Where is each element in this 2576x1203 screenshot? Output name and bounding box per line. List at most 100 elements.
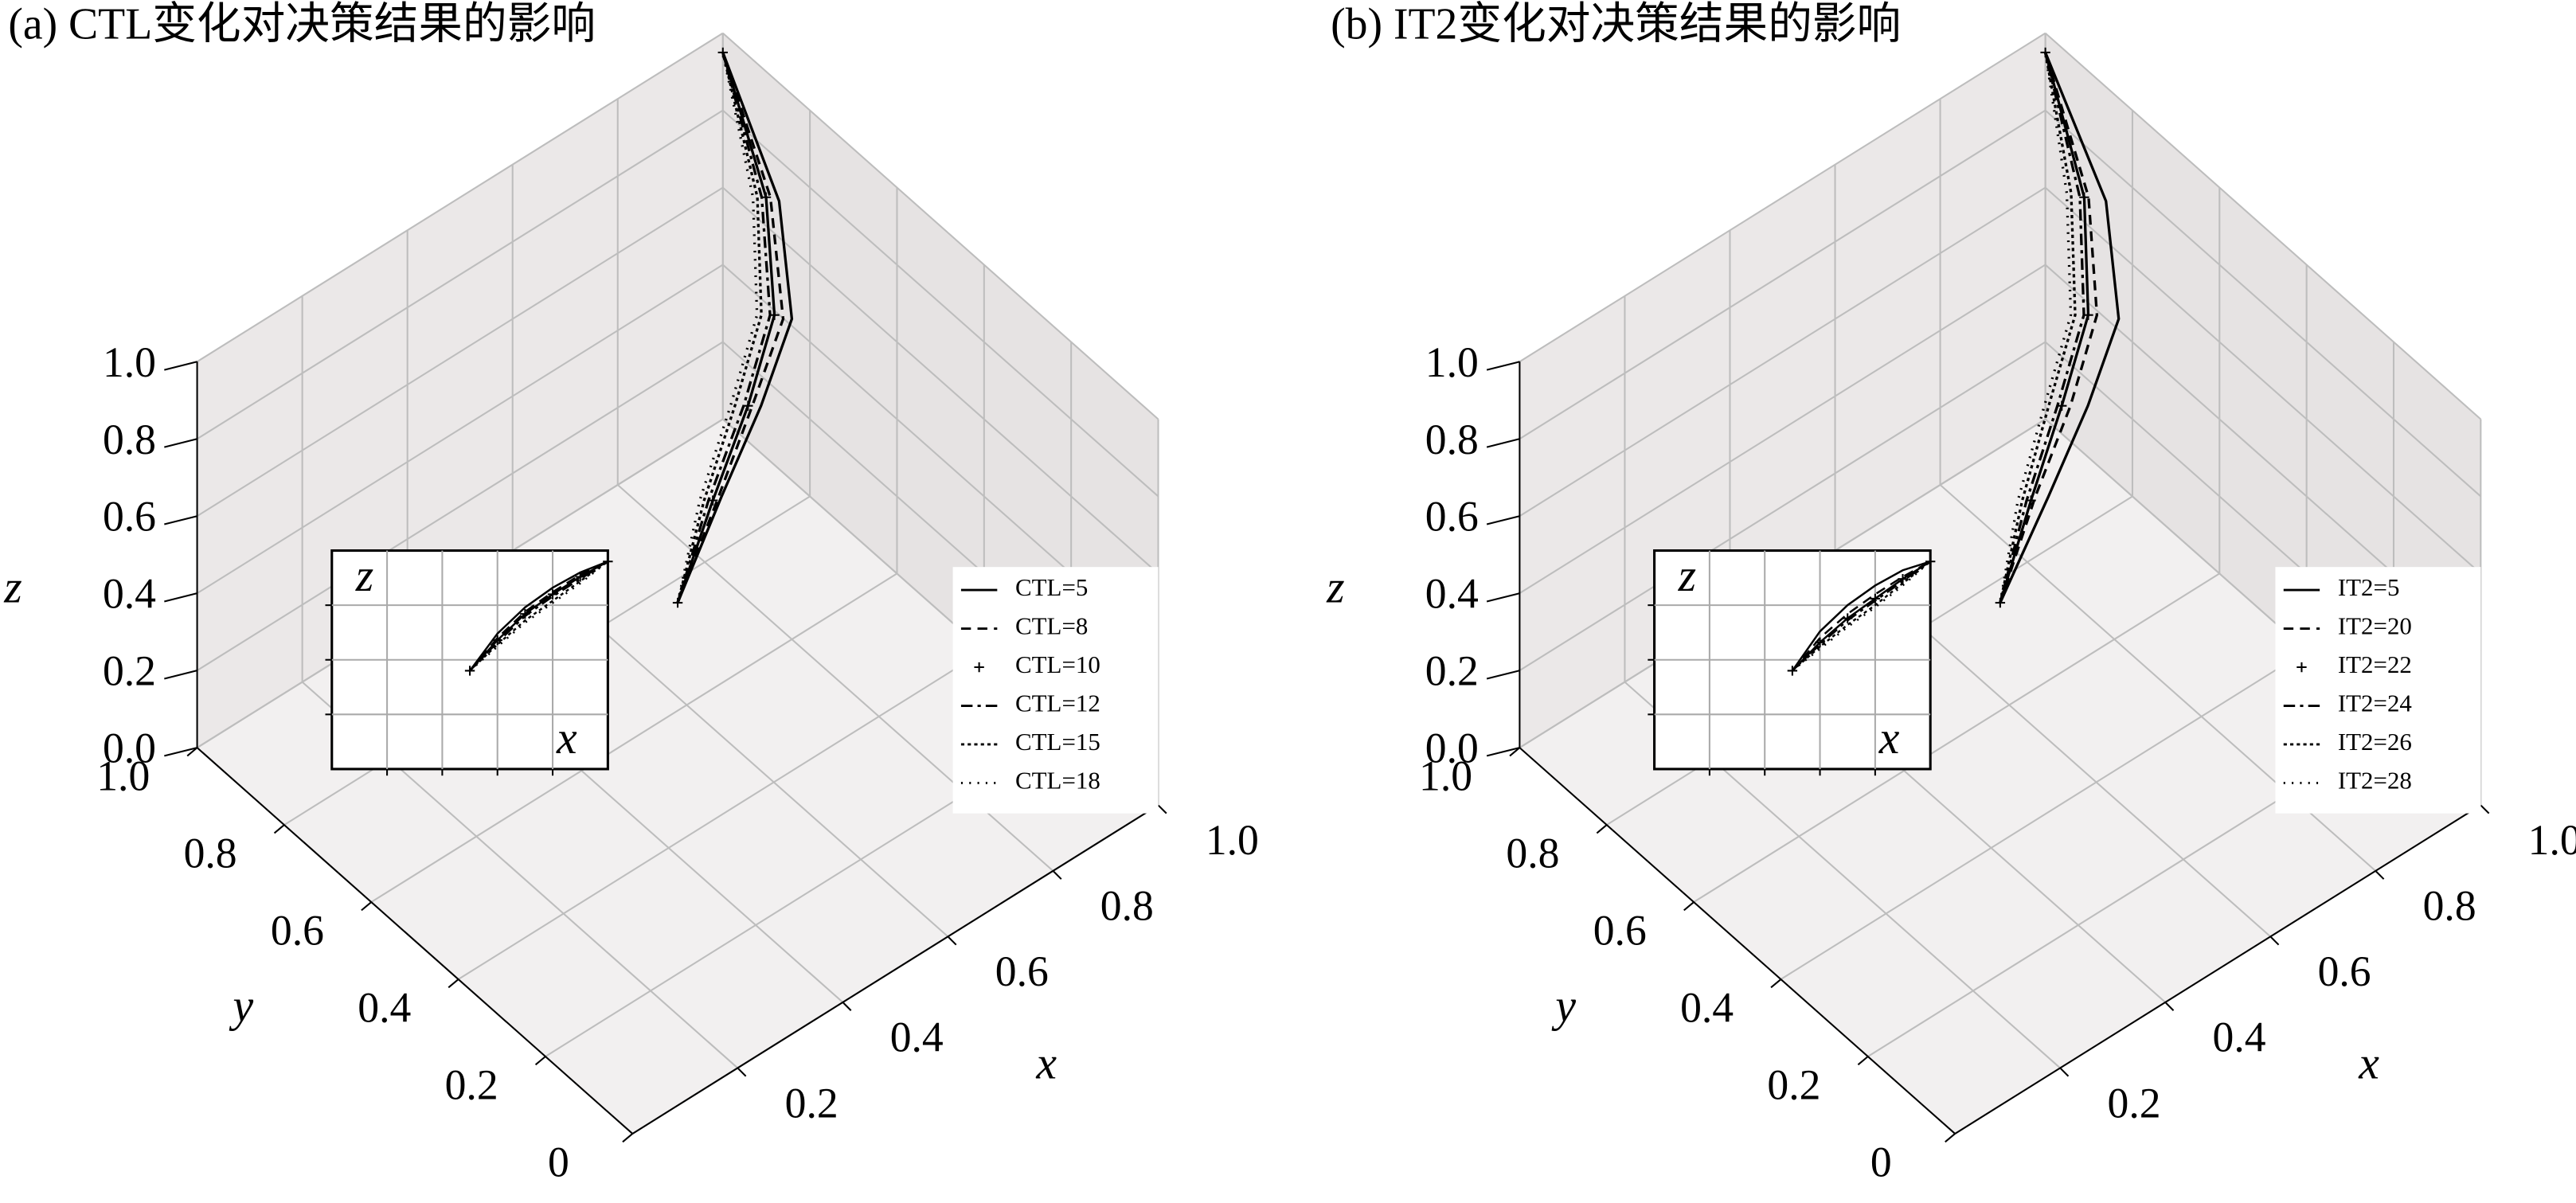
y-tick-mark — [186, 747, 198, 757]
plus-marker — [2079, 192, 2089, 202]
series-line — [1999, 52, 2085, 603]
z-tick-mark — [164, 747, 197, 757]
y-tick-mark — [361, 901, 372, 912]
y-axis-label: y — [229, 981, 254, 1031]
series-line — [676, 52, 794, 603]
x-tick-label: 0.2 — [2108, 1079, 2161, 1127]
y-tick-mark — [1509, 747, 1521, 757]
z-tick-label: 0.6 — [103, 493, 156, 541]
legend-label: CTL=18 — [1015, 767, 1100, 795]
grid-line — [722, 32, 1159, 420]
y-tick-label: 0.2 — [1767, 1061, 1820, 1109]
inset-z-label: z — [355, 551, 373, 601]
series-line — [1999, 52, 2090, 603]
series-line — [469, 560, 608, 672]
panel: 0.20.40.60.81.000.20.40.60.81.00.00.20.4… — [1326, 0, 2576, 1186]
series-line — [1999, 52, 2077, 603]
x-tick-mark — [2269, 935, 2280, 946]
grid-line — [458, 650, 985, 980]
y-axis-label: y — [1551, 981, 1576, 1031]
x-tick-label: 0.4 — [890, 1014, 944, 1061]
panel: 0.20.40.60.81.000.20.40.60.81.00.00.20.4… — [3, 0, 1259, 1186]
grid-line — [1519, 264, 2046, 595]
x-tick-label: 0.2 — [785, 1079, 838, 1127]
x-tick-mark — [737, 1067, 747, 1077]
series-line — [1792, 560, 1931, 672]
z-tick-label: 1.0 — [1425, 338, 1479, 386]
grid-line — [722, 186, 1159, 575]
legend-label: IT2=28 — [2338, 767, 2412, 795]
y-tick-label: 0.2 — [445, 1061, 498, 1109]
grid-line — [722, 109, 1159, 498]
grid-line — [2044, 32, 2482, 420]
y-tick-mark — [1945, 1133, 1956, 1143]
y-tick-mark — [1596, 824, 1608, 834]
series-line — [1999, 52, 2121, 603]
z-tick-label: 0.8 — [103, 416, 156, 463]
legend-label: IT2=5 — [2338, 573, 2400, 601]
z-tick-mark — [164, 438, 197, 448]
x-tick-mark — [947, 935, 957, 946]
z-tick-label: 0.0 — [1425, 725, 1479, 772]
x-tick-label: 1.0 — [2528, 816, 2576, 864]
x-axis-label: x — [2358, 1039, 2379, 1089]
z-tick-label: 1.0 — [103, 338, 156, 386]
x-tick-label: 0.4 — [2213, 1014, 2266, 1061]
y-tick-label: 0 — [1870, 1139, 1892, 1186]
x-axis — [1954, 804, 2481, 1135]
grid-line — [1519, 32, 2046, 363]
z-tick-label: 0.6 — [1425, 493, 1479, 541]
legend-label: IT2=24 — [2338, 689, 2412, 717]
series-line — [1791, 560, 1931, 672]
title: (a) CTL变化对决策结果的影响 — [8, 0, 596, 49]
y-tick-label: 1.0 — [1419, 752, 1472, 800]
series-line — [1792, 560, 1931, 672]
z-tick-label: 0.4 — [103, 570, 156, 618]
y-tick-mark — [273, 824, 285, 834]
grid-line — [1519, 341, 2046, 672]
z-tick-mark — [1486, 670, 1520, 680]
x-tick-label: 1.0 — [1206, 816, 1259, 864]
x-tick-mark — [1052, 870, 1062, 880]
z-tick-label: 0.0 — [103, 725, 156, 772]
y-tick-label: 0.4 — [1680, 984, 1734, 1032]
y-tick-mark — [534, 1056, 546, 1066]
y-tick-label: 0.6 — [1593, 907, 1647, 955]
series-line — [469, 560, 608, 672]
z-tick-mark — [1486, 361, 1520, 371]
y-tick-label: 0.8 — [1506, 830, 1559, 877]
x-tick-label: 0.6 — [995, 947, 1049, 995]
grid-line — [197, 264, 724, 595]
y-tick-label: 0 — [548, 1139, 569, 1186]
legend-label: CTL=12 — [1015, 689, 1100, 717]
legend-label: CTL=15 — [1015, 728, 1100, 756]
z-tick-mark — [1486, 438, 1520, 448]
grid-line — [2044, 109, 2482, 498]
y-tick-mark — [1857, 1056, 1869, 1066]
z-tick-mark — [164, 361, 197, 371]
series-line — [676, 52, 772, 603]
y-tick-label: 0.6 — [271, 907, 324, 955]
y-tick-mark — [1770, 978, 1782, 989]
legend-label: IT2=20 — [2338, 612, 2412, 640]
legend-box — [2275, 567, 2481, 814]
y-axis — [196, 747, 633, 1135]
z-tick-label: 0.8 — [1425, 416, 1479, 463]
series-line — [676, 52, 785, 603]
series-line — [1791, 560, 1931, 672]
grid-line — [197, 186, 724, 518]
x-tick-mark — [842, 1002, 852, 1011]
inset-z-label: z — [1678, 551, 1696, 601]
z-tick-mark — [1486, 592, 1520, 603]
z-axis-label: z — [3, 562, 21, 612]
legend-label: IT2=22 — [2338, 650, 2412, 678]
x-tick-mark — [2480, 804, 2490, 814]
y-tick-mark — [1683, 901, 1695, 912]
x-tick-label: 0.8 — [1100, 882, 1154, 930]
y-tick-mark — [448, 978, 459, 989]
legend-label: CTL=5 — [1015, 573, 1088, 601]
series-line — [469, 560, 609, 672]
left-wall — [1519, 33, 2046, 748]
z-tick-mark — [164, 515, 197, 525]
x-tick-mark — [2164, 1002, 2175, 1011]
